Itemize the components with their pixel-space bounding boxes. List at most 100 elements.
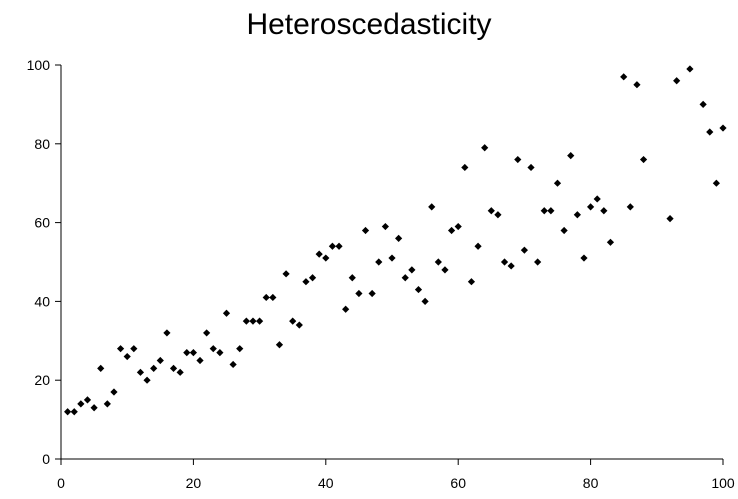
data-point: [328, 242, 337, 250]
data-point: [295, 321, 303, 329]
data-point: [163, 329, 171, 337]
data-point: [222, 309, 231, 317]
data-point: [335, 242, 343, 250]
data-point: [481, 144, 489, 152]
y-tick-label: 80: [34, 136, 50, 152]
data-point: [97, 364, 105, 372]
data-point: [216, 349, 224, 357]
data-point: [507, 262, 515, 270]
data-point: [580, 254, 588, 262]
data-point: [547, 207, 555, 215]
data-point: [527, 163, 535, 172]
data-point: [587, 203, 595, 211]
x-tick-label: 100: [711, 475, 735, 491]
data-point: [203, 329, 211, 337]
data-point: [540, 207, 548, 215]
data-point: [289, 317, 297, 325]
x-tick-label: 20: [186, 475, 202, 491]
data-point: [414, 285, 423, 294]
data-point: [514, 155, 522, 164]
data-point: [388, 254, 396, 262]
data-point: [633, 81, 641, 89]
data-point: [242, 317, 250, 325]
data-point: [368, 289, 376, 298]
data-point: [150, 364, 158, 372]
data-point: [560, 226, 568, 235]
chart-title: Heteroscedasticity: [246, 8, 492, 41]
data-point: [322, 254, 330, 262]
data-point: [593, 195, 601, 203]
data-point: [421, 297, 429, 305]
data-point: [673, 77, 681, 85]
data-point: [441, 266, 449, 274]
data-point: [494, 211, 502, 219]
data-point: [77, 400, 85, 408]
data-point: [348, 274, 356, 282]
y-tick-label: 40: [34, 293, 50, 309]
data-point: [229, 360, 237, 369]
data-point: [461, 163, 469, 172]
data-point: [520, 246, 528, 254]
y-tick-label: 60: [34, 215, 50, 231]
data-point: [474, 242, 482, 250]
data-point: [567, 152, 575, 160]
data-point: [143, 376, 151, 384]
x-tick-label: 60: [450, 475, 466, 491]
data-point: [408, 266, 416, 274]
data-point: [606, 238, 615, 246]
data-point: [189, 349, 197, 357]
data-point: [282, 270, 290, 278]
data-point: [699, 100, 707, 108]
data-point: [83, 396, 92, 404]
data-point: [361, 226, 370, 235]
data-point: [116, 345, 125, 353]
data-point: [534, 258, 542, 266]
y-tick-label: 20: [34, 372, 50, 388]
data-point: [401, 274, 409, 282]
data-point: [454, 222, 462, 231]
data-point: [262, 293, 270, 302]
x-tick-label: 80: [583, 475, 599, 491]
data-point: [395, 234, 403, 242]
data-point: [712, 179, 720, 187]
data-point: [136, 368, 145, 376]
x-tick-label: 40: [318, 475, 334, 491]
data-point: [573, 211, 581, 219]
data-point: [90, 404, 98, 412]
data-point: [467, 278, 476, 286]
data-point: [123, 352, 131, 361]
data-point: [70, 408, 78, 416]
data-point: [209, 345, 217, 353]
data-point: [308, 274, 317, 282]
data-point: [719, 124, 727, 132]
data-point: [249, 317, 257, 325]
data-point: [130, 345, 138, 353]
data-point: [176, 368, 184, 376]
data-point: [103, 400, 111, 408]
x-tick-label: 0: [57, 475, 65, 491]
data-point: [447, 226, 456, 235]
data-point: [355, 289, 363, 298]
data-point: [553, 179, 562, 187]
data-point: [626, 203, 634, 211]
data-point: [428, 203, 436, 211]
data-point: [375, 258, 383, 266]
data-point: [64, 408, 72, 416]
data-point: [342, 305, 350, 313]
data-point: [183, 349, 191, 357]
data-point: [487, 207, 495, 215]
data-point: [600, 207, 608, 215]
data-point: [110, 388, 118, 396]
data-point: [169, 364, 178, 372]
data-point: [236, 345, 244, 353]
data-point: [302, 278, 310, 286]
data-point: [686, 65, 694, 73]
data-point: [275, 341, 284, 349]
data-point: [666, 215, 674, 223]
data-point: [500, 258, 509, 266]
data-point: [381, 222, 389, 231]
y-tick-label: 0: [42, 451, 50, 467]
data-point: [706, 128, 714, 136]
data-point: [434, 258, 442, 266]
